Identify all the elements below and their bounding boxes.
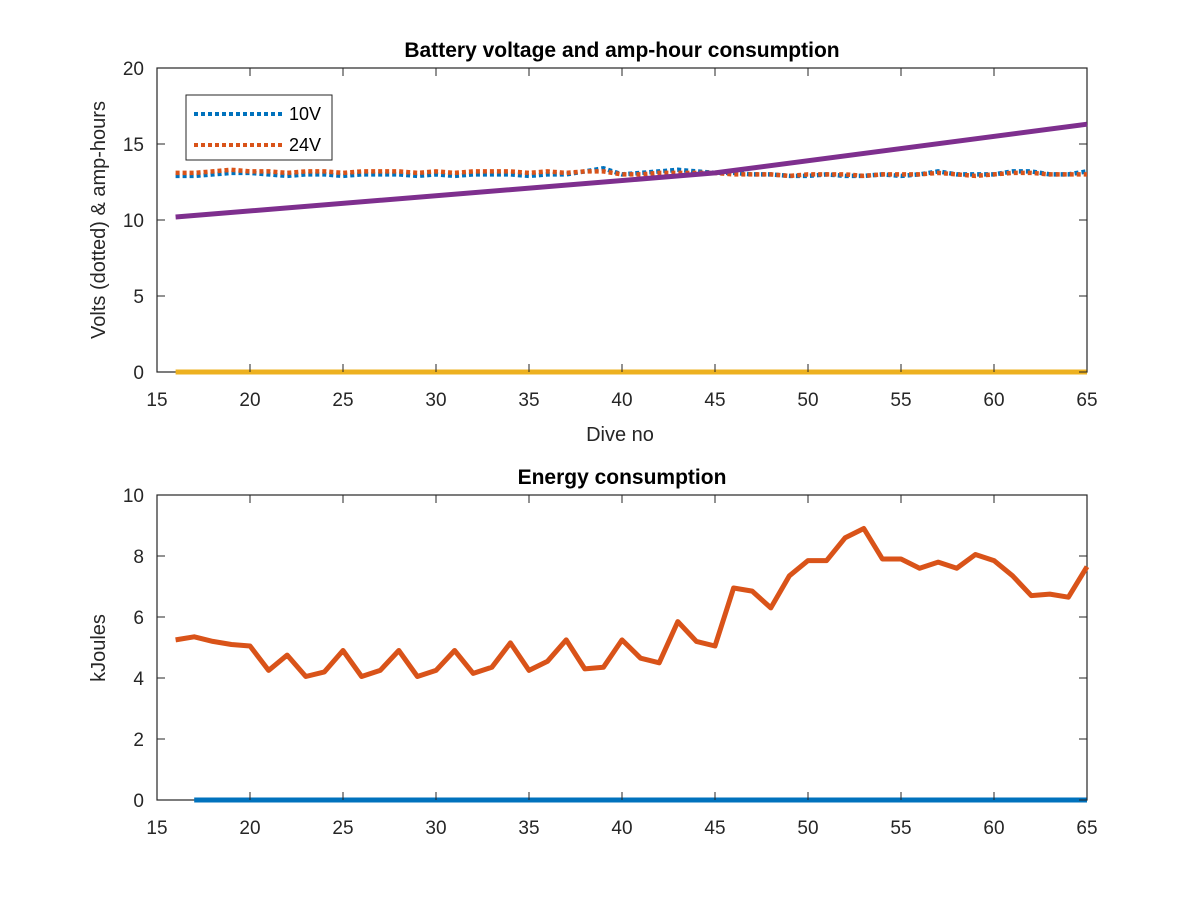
- y-tick-label: 0: [133, 363, 144, 384]
- panel-battery: 15 20 25 30 35 40 45 50 55 60 65 0 5 10 15 20 Battery v…: [88, 39, 1098, 446]
- legend-box: [185, 94, 333, 161]
- chart-title-bottom: Energy consumption: [518, 466, 727, 489]
- x-tick-label: 35: [518, 818, 539, 839]
- y-tick-label: 2: [133, 730, 144, 751]
- x-tick-label: 65: [1076, 818, 1097, 839]
- series-line-line-3: [175, 121, 1088, 220]
- series-line-line-1: [175, 526, 1090, 679]
- x-tick-label: 45: [704, 390, 725, 411]
- x-tick-label: 40: [611, 390, 632, 411]
- x-tick-label: 15: [146, 390, 167, 411]
- x-tick-label: 65: [1076, 390, 1097, 411]
- panel-energy: 15 20 25 30 35 40 45 50 55 60 65 0 2 4 6 8 10 Energy con…: [88, 466, 1098, 839]
- marks-top: [175, 121, 1088, 375]
- x-tick-label: 60: [983, 390, 1004, 411]
- x-tick-label: 40: [611, 818, 632, 839]
- legend-label-24v: 24V: [289, 135, 321, 155]
- y-tick-label: 8: [133, 547, 144, 568]
- x-tick-label: 50: [797, 818, 818, 839]
- y-tick-label: 10: [123, 486, 144, 507]
- x-tick-label: 35: [518, 390, 539, 411]
- y-tick-label: 0: [133, 791, 144, 812]
- x-tick-label: 30: [425, 818, 446, 839]
- x-tick-label: 15: [146, 818, 167, 839]
- x-tick-label: 25: [332, 818, 353, 839]
- chart-title-top: Battery voltage and amp-hour consumption: [404, 39, 839, 62]
- y-tick-label: 5: [133, 287, 144, 308]
- y-tick-label: 20: [123, 59, 144, 80]
- series-line-24v: [175, 167, 1087, 179]
- y-axis-label-bottom: kJoules: [88, 614, 110, 682]
- ticks-bottom: 15 20 25 30 35 40 45 50 55 60 65 0 2 4 6 8 10: [123, 486, 1098, 839]
- y-tick-label: 15: [123, 135, 144, 156]
- x-tick-label: 55: [890, 390, 911, 411]
- x-tick-label: 45: [704, 818, 725, 839]
- x-tick-label: 60: [983, 818, 1004, 839]
- x-tick-label: 20: [239, 390, 260, 411]
- y-tick-label: 4: [133, 669, 144, 690]
- x-tick-label: 25: [332, 390, 353, 411]
- y-tick-label: 10: [123, 211, 144, 232]
- x-tick-label: 30: [425, 390, 446, 411]
- x-tick-label: 50: [797, 390, 818, 411]
- x-tick-label: 20: [239, 818, 260, 839]
- x-tick-label: 55: [890, 818, 911, 839]
- y-tick-label: 6: [133, 608, 144, 629]
- x-axis-label-top: Dive no: [586, 424, 654, 446]
- ticks-top: 15 20 25 30 35 40 45 50 55 60 65 0 5 10 15 20: [123, 59, 1098, 411]
- y-axis-label-top: Volts (dotted) & amp-hours: [88, 101, 110, 339]
- axes-frame-bottom: [156, 494, 1088, 801]
- legend-label-10v: 10V: [289, 104, 321, 124]
- legend: 10V 24V: [185, 94, 333, 161]
